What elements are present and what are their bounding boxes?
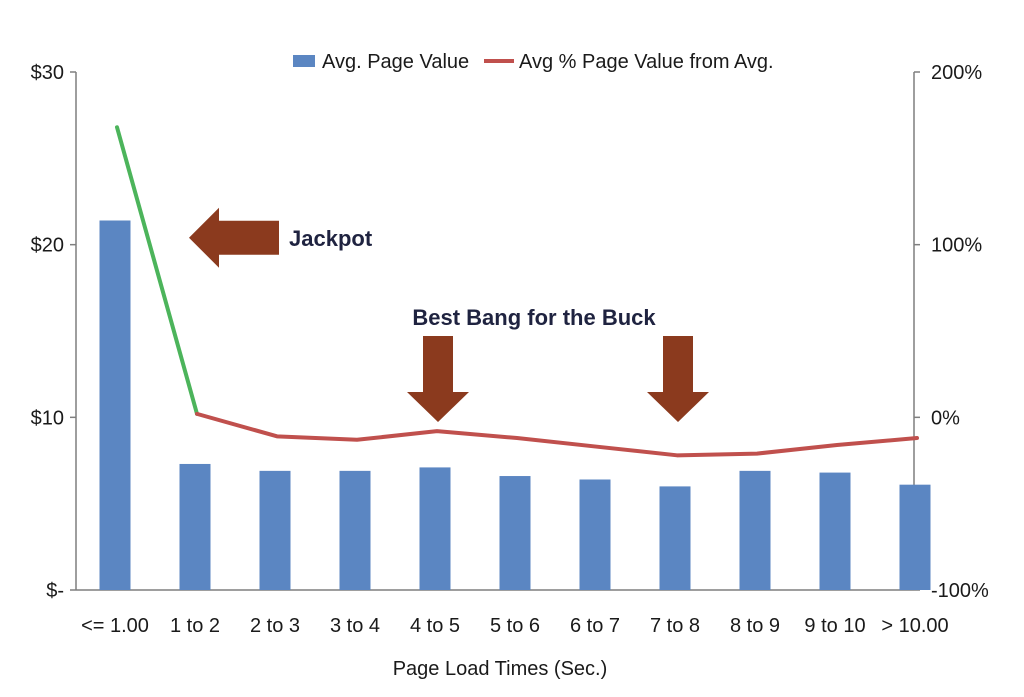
x-tick-4: 4 to 5 (410, 615, 460, 637)
bar-10 (899, 484, 931, 590)
bar-2 (259, 470, 291, 590)
bar-6 (579, 479, 611, 590)
x-tick-0: <= 1.00 (81, 615, 149, 637)
jackpot-label: Jackpot (289, 226, 373, 251)
x-tick-2: 2 to 3 (250, 615, 300, 637)
bar-7 (659, 486, 691, 590)
line-series-path (195, 411, 919, 458)
x-tick-6: 6 to 7 (570, 615, 620, 637)
annotations: Jackpot Best Bang for the Buck (189, 207, 709, 422)
bar-1 (179, 463, 211, 590)
x-tick-5: 5 to 6 (490, 615, 540, 637)
line-segment-first (115, 125, 199, 416)
y-tick-right-1: 0% (931, 407, 960, 429)
x-tick-8: 8 to 9 (730, 615, 780, 637)
x-tick-3: 3 to 4 (330, 615, 380, 637)
x-axis-label: Page Load Times (Sec.) (393, 658, 608, 680)
y-tick-right-0: -100% (931, 580, 989, 602)
legend-label-line: Avg % Page Value from Avg. (519, 51, 774, 73)
best-bang-arrow-1 (647, 336, 709, 422)
legend-label-bar: Avg. Page Value (322, 51, 469, 73)
bar-4 (419, 467, 451, 590)
line-series (115, 125, 919, 458)
tick-labels: $- $10 $20 $30 -100% 0% 100% 200% <= 1.00 1 to 2 2… (31, 62, 989, 637)
legend-swatch-bar (293, 55, 315, 67)
y-tick-left-0: $- (46, 580, 64, 602)
y-tick-left-3: $30 (31, 62, 64, 84)
bar-8 (739, 470, 771, 590)
y-tick-right-3: 200% (931, 62, 982, 84)
y-tick-left-1: $10 (31, 407, 64, 429)
bar-9 (819, 472, 851, 590)
y-tick-left-2: $20 (31, 235, 64, 257)
best-bang-arrow-0 (407, 336, 469, 422)
bar-5 (499, 476, 531, 590)
x-tick-1: 1 to 2 (170, 615, 220, 637)
best-bang-label: Best Bang for the Buck (412, 305, 656, 330)
x-tick-9: 9 to 10 (804, 615, 865, 637)
y-tick-right-2: 100% (931, 235, 982, 257)
x-tick-7: 7 to 8 (650, 615, 700, 637)
bar-3 (339, 470, 371, 590)
x-tick-10: > 10.00 (881, 615, 948, 637)
bar-0 (99, 220, 131, 590)
bars (99, 220, 931, 590)
legend: Avg. Page Value Avg % Page Value from Avg… (293, 51, 774, 73)
jackpot-arrow (189, 207, 279, 268)
